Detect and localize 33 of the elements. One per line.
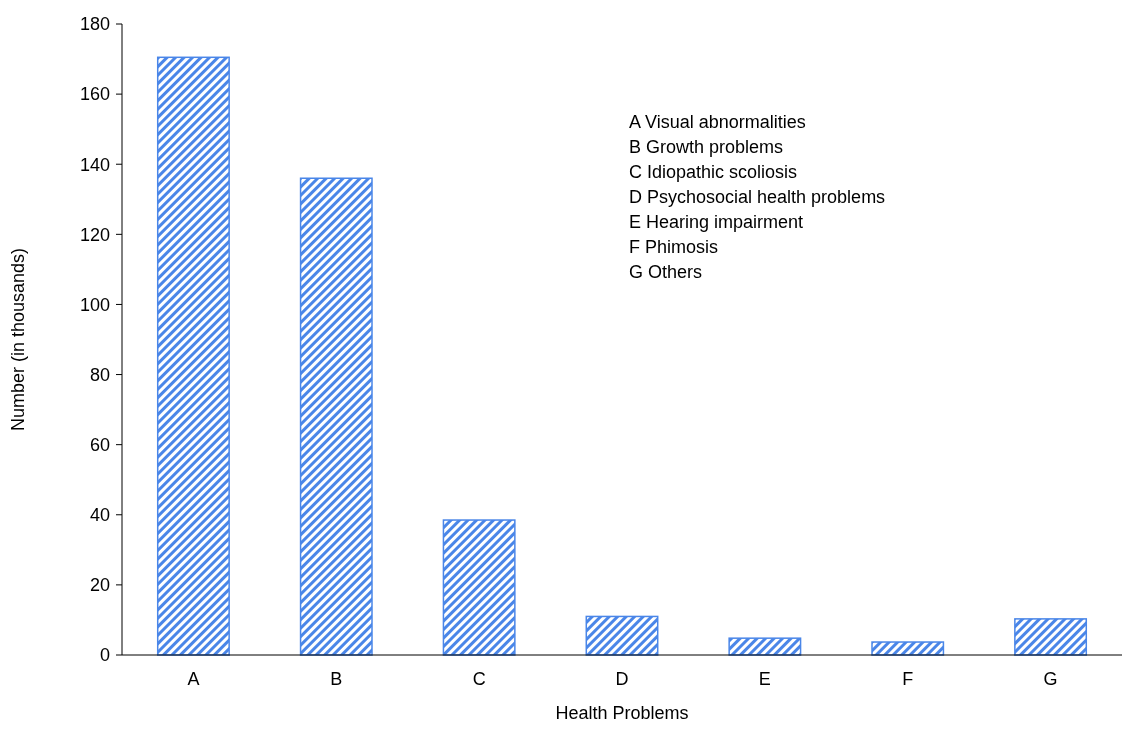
bar xyxy=(156,56,230,656)
y-tick-label: 140 xyxy=(79,154,110,175)
bar xyxy=(871,641,945,656)
annotation: B Growth problems xyxy=(629,137,784,157)
x-tick-label: C xyxy=(472,669,486,689)
y-axis-title: Number (in thousands) xyxy=(8,247,28,432)
x-tick-label: B xyxy=(330,669,343,689)
y-tick-label: 0 xyxy=(99,645,110,666)
annotation: D Psychosocial health problems xyxy=(629,187,886,207)
annotation: A Visual abnormalities xyxy=(629,112,806,132)
y-tick-label: 60 xyxy=(89,434,110,455)
y-tick-label: 20 xyxy=(89,575,110,596)
x-tick-label: E xyxy=(758,669,771,689)
y-tick-label: 160 xyxy=(79,84,110,105)
y-tick-label: 120 xyxy=(79,224,110,245)
bar xyxy=(299,177,373,656)
bar xyxy=(442,519,516,656)
annotation: G Others xyxy=(629,262,703,282)
y-tick-label: 180 xyxy=(79,14,110,35)
y-tick-label: 80 xyxy=(89,364,110,385)
annotation: F Phimosis xyxy=(629,237,719,257)
annotation: E Hearing impairment xyxy=(629,212,804,232)
y-tick-label: 100 xyxy=(79,294,110,315)
x-tick-label: A xyxy=(187,669,200,689)
bar xyxy=(585,615,659,656)
x-tick-label: G xyxy=(1043,669,1058,689)
annotation: C Idiopathic scoliosis xyxy=(629,162,798,182)
bar xyxy=(1014,618,1088,656)
x-tick-label: D xyxy=(615,669,629,689)
bar xyxy=(728,637,802,656)
y-tick-label: 40 xyxy=(89,505,110,526)
x-axis-title: Health Problems xyxy=(555,703,689,723)
x-tick-label: F xyxy=(902,669,914,689)
